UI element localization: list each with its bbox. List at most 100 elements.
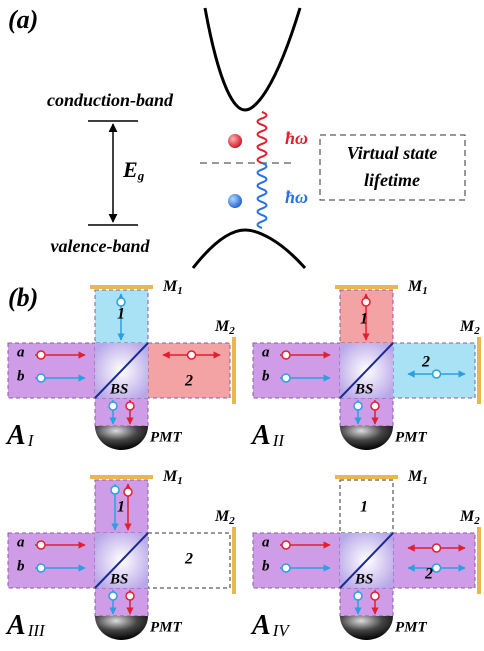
photon	[354, 402, 362, 410]
mirror-label: M2	[214, 318, 235, 337]
mirror-label-main: M	[407, 278, 423, 295]
electron	[228, 134, 242, 148]
arm	[393, 533, 475, 588]
input-label: b	[17, 368, 25, 384]
conduction-curve	[205, 8, 300, 110]
pmt	[95, 426, 148, 450]
arm	[340, 588, 393, 616]
photon	[282, 351, 290, 359]
pmt	[95, 616, 148, 640]
mirror-label: M2	[459, 318, 480, 337]
setup-sub: I	[27, 431, 35, 450]
photon	[354, 592, 362, 600]
mirror	[477, 527, 481, 594]
bs-label: BS	[109, 381, 128, 397]
photon	[371, 592, 379, 600]
photon	[126, 592, 134, 600]
mirror-label-sub: 2	[228, 515, 235, 527]
photon	[371, 402, 379, 410]
photon	[362, 298, 370, 306]
mirror	[232, 527, 236, 594]
mirror-label-sub: 2	[228, 325, 235, 337]
pmt-label: PMT	[150, 619, 183, 635]
setup-sub: II	[272, 431, 286, 450]
mirror	[335, 475, 398, 479]
photon	[282, 374, 290, 382]
input-label: a	[17, 534, 25, 550]
mirror-label-sub: 1	[177, 475, 183, 487]
panel-label: (b)	[8, 283, 38, 312]
pmt-label: PMT	[395, 429, 428, 445]
photon	[433, 370, 441, 378]
photon-wave	[258, 112, 267, 163]
mirror-label-main: M	[407, 468, 423, 485]
valence-curve	[193, 230, 305, 268]
mirror-label: M2	[459, 508, 480, 527]
mirror	[90, 285, 153, 289]
gap-main: E	[122, 157, 138, 182]
panel-a: (a) conduction-band valence-band Eg ħω ħ…	[8, 5, 465, 268]
gap-sub: g	[137, 168, 145, 183]
input-label: b	[17, 558, 25, 574]
mirror	[232, 337, 236, 404]
hole	[228, 194, 242, 208]
pmt-label: PMT	[150, 429, 183, 445]
mirror-label-sub: 2	[473, 515, 480, 527]
photon-label: ħω	[285, 187, 308, 207]
arm-label: 1	[360, 311, 368, 328]
input-label: a	[262, 534, 270, 550]
photon-wave	[258, 163, 267, 228]
photon	[37, 351, 45, 359]
mirror-label-sub: 1	[422, 475, 428, 487]
photon	[433, 544, 441, 552]
mirror-label-main: M	[162, 468, 178, 485]
mirror-label: M1	[407, 468, 428, 487]
mirror-label: M1	[162, 278, 183, 297]
mirror	[335, 285, 398, 289]
setup-main: A	[5, 420, 26, 451]
arm-label: 2	[424, 566, 433, 583]
mirror-label-sub: 1	[177, 285, 183, 297]
pmt	[340, 616, 393, 640]
arm-label: 2	[184, 373, 193, 390]
photon-label: ħω	[285, 128, 308, 148]
setup-label: AI	[5, 420, 35, 451]
mirror-label-sub: 1	[422, 285, 428, 297]
arm-label: 2	[184, 551, 193, 568]
arm	[95, 398, 148, 426]
setup-main: A	[250, 610, 271, 641]
setup-sub: III	[27, 621, 46, 640]
bs-label: BS	[109, 571, 128, 587]
setup-main: A	[5, 610, 26, 641]
valence-label: valence-band	[51, 236, 151, 256]
arm-label: 2	[421, 354, 430, 371]
photon	[109, 402, 117, 410]
setup-main: A	[250, 420, 271, 451]
arm-label: 1	[117, 306, 125, 323]
photon	[126, 402, 134, 410]
mirror-label: M1	[407, 278, 428, 297]
input-label: a	[262, 344, 270, 360]
photon	[37, 374, 45, 382]
input-label: b	[262, 558, 270, 574]
mirror-label-main: M	[459, 508, 475, 525]
bs-label: BS	[354, 571, 373, 587]
photon	[37, 564, 45, 572]
box-line: lifetime	[364, 170, 420, 190]
mirror-label-main: M	[214, 508, 230, 525]
mirror-label-main: M	[214, 318, 230, 335]
photon	[124, 488, 132, 496]
arm-label: 1	[117, 499, 125, 516]
input-label: b	[262, 368, 270, 384]
photon	[111, 486, 119, 494]
mirror	[477, 337, 481, 404]
photon	[433, 564, 441, 572]
pmt	[340, 426, 393, 450]
photon	[37, 541, 45, 549]
bs-label: BS	[354, 381, 373, 397]
photon	[282, 541, 290, 549]
